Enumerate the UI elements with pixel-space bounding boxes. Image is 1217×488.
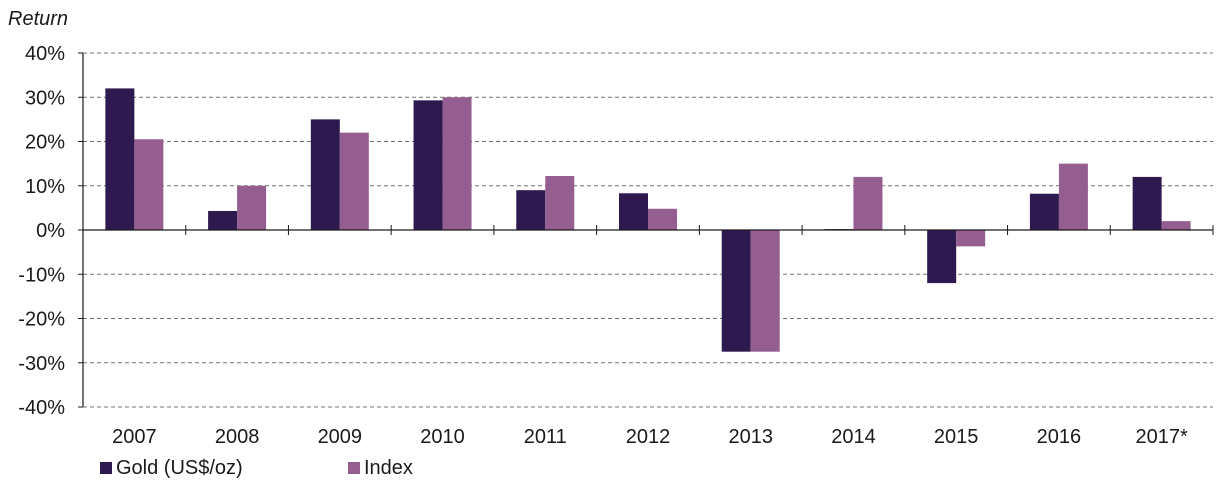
bar-gold-2012 bbox=[619, 193, 648, 230]
legend-swatch-index bbox=[348, 462, 360, 474]
bar-index-2007 bbox=[134, 139, 164, 230]
bar-index-2014 bbox=[853, 176, 883, 230]
bar-index-2016 bbox=[1058, 163, 1088, 230]
bar-index-2013 bbox=[750, 230, 780, 352]
x-tick-label: 2009 bbox=[318, 426, 363, 448]
bar-index-2017 bbox=[1161, 221, 1191, 230]
bar-gold-2007 bbox=[105, 88, 135, 231]
legend-label-index: Index bbox=[364, 457, 413, 479]
y-tick-labels: 40% 30% 20% 10% 0% -10% -20% -30% -40% bbox=[18, 43, 65, 419]
bar-index-2012 bbox=[648, 208, 677, 230]
y-tick-label: 20% bbox=[25, 132, 65, 154]
x-tick-label: 2011 bbox=[524, 426, 567, 448]
bar-gold-2013 bbox=[721, 230, 751, 352]
bar-gold-2015 bbox=[927, 230, 957, 284]
x-tick-label: 2013 bbox=[728, 426, 773, 448]
x-tick-label: 2010 bbox=[420, 426, 465, 448]
x-tick-label: 2017* bbox=[1135, 426, 1187, 448]
grid-lines bbox=[83, 52, 1213, 408]
x-tick-label: 2015 bbox=[934, 426, 979, 448]
bar-index-2015 bbox=[956, 230, 986, 247]
y-tick-label: -40% bbox=[18, 397, 65, 419]
bar-gold-2017 bbox=[1132, 176, 1162, 230]
y-axis-label: Return bbox=[8, 8, 68, 30]
bar-index-2008 bbox=[237, 185, 267, 230]
x-tick-labels: 2007 2008 2009 2010 2011 2012 2013 2014 2015 2016… bbox=[112, 426, 1188, 448]
x-tick-label: 2014 bbox=[831, 426, 876, 448]
bar-index-2009 bbox=[339, 132, 369, 230]
y-tick-label: -10% bbox=[18, 264, 65, 286]
bar-index-2010 bbox=[442, 97, 472, 230]
legend-swatch-gold bbox=[100, 462, 112, 474]
legend-label-gold: Gold (US$/oz) bbox=[116, 457, 243, 479]
y-tick-label: 0% bbox=[36, 220, 65, 242]
x-tick-label: 2008 bbox=[215, 426, 260, 448]
y-tick-label: -30% bbox=[18, 353, 65, 375]
bar-gold-2016 bbox=[1029, 193, 1059, 230]
bars bbox=[105, 88, 1191, 352]
bar-gold-2008 bbox=[208, 210, 238, 230]
legend: Gold (US$/oz) Index bbox=[100, 457, 413, 479]
axes bbox=[78, 52, 1214, 408]
bar-gold-2010 bbox=[413, 100, 443, 230]
x-tick-label: 2016 bbox=[1037, 426, 1082, 448]
y-tick-label: 10% bbox=[25, 176, 65, 198]
y-tick-label: 40% bbox=[25, 43, 65, 65]
x-tick-label: 2007 bbox=[112, 426, 157, 448]
bar-index-2011 bbox=[545, 176, 575, 230]
y-tick-label: -20% bbox=[18, 309, 65, 331]
x-tick-label: 2012 bbox=[626, 426, 671, 448]
y-tick-label: 30% bbox=[25, 87, 65, 109]
bar-gold-2009 bbox=[310, 119, 340, 230]
bar-gold-2011 bbox=[516, 190, 546, 230]
